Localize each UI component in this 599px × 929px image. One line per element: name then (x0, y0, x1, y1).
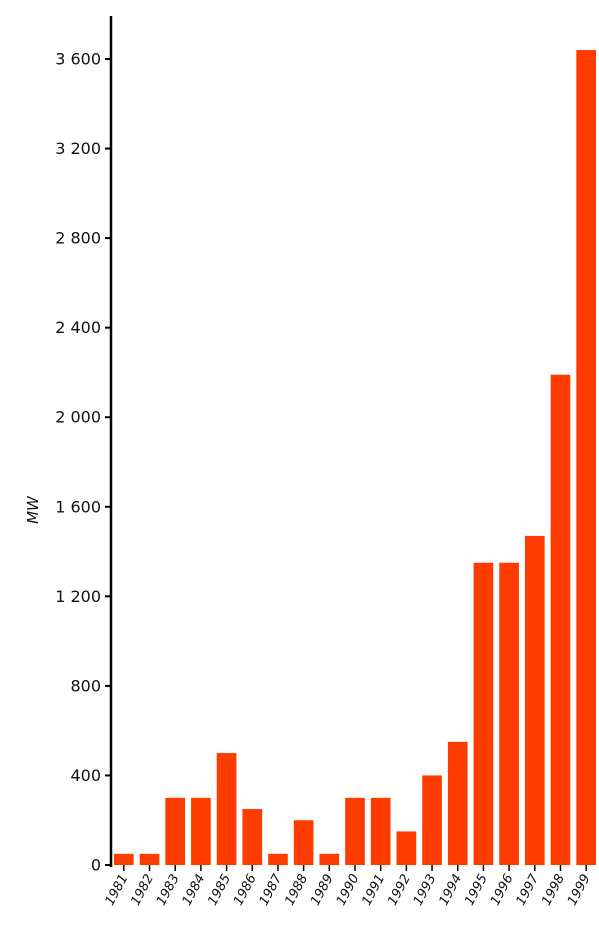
bar-1981 (114, 853, 134, 865)
bar-1998 (550, 374, 571, 865)
x-tick-label: 1985 (205, 872, 234, 908)
y-tick-label: 1 200 (55, 587, 101, 606)
bar-1996 (499, 562, 519, 865)
y-axis: 0 400 800 1 200 1 600 2 000 2 400 2 800 3 200 3 6… (55, 16, 113, 875)
x-tick-label: 1994 (436, 872, 465, 908)
x-tick-label: 1981 (103, 872, 132, 908)
bar-1989 (319, 853, 340, 865)
y-tick-label: 3 600 (55, 50, 101, 69)
bar-1995 (473, 562, 494, 865)
x-tick-label: 1997 (514, 871, 543, 908)
bar-1986 (242, 809, 263, 865)
y-tick-label: 1 600 (55, 497, 101, 516)
x-tick-label: 1988 (282, 872, 311, 908)
bar-1994 (447, 741, 468, 865)
x-tick-label: 1984 (180, 872, 209, 908)
y-tick-label: 800 (70, 676, 101, 695)
y-tick-label: 2 400 (55, 318, 101, 337)
y-tick-label: 0 (91, 856, 101, 875)
bar-1988 (293, 820, 314, 865)
bar-1999 (576, 50, 596, 866)
y-axis-title: MW (24, 495, 42, 524)
x-tick-label: 1992 (385, 872, 414, 908)
y-tick-label: 2 000 (55, 408, 101, 427)
bars-layer (114, 50, 596, 866)
bar-1983 (165, 797, 186, 865)
y-tick-label: 3 200 (55, 139, 101, 158)
y-tick-label: 2 800 (55, 229, 101, 248)
y-tick-label: 400 (70, 766, 101, 785)
x-tick-label: 1995 (462, 872, 491, 908)
bar-1991 (370, 797, 391, 865)
x-tick-label: 1987 (257, 871, 286, 908)
x-tick-label: 1999 (565, 872, 594, 908)
x-tick-label: 1989 (308, 872, 337, 908)
x-tick-label: 1991 (359, 872, 388, 908)
x-tick-label: 1983 (154, 872, 183, 908)
x-tick-label: 1996 (488, 872, 517, 908)
x-tick-label: 1993 (411, 872, 440, 908)
bar-1990 (345, 797, 365, 865)
bar-1993 (422, 775, 442, 865)
bar-1987 (268, 853, 288, 865)
x-axis: 1981198219831984198519861987198819891990… (103, 865, 594, 908)
x-tick-label: 1982 (128, 872, 157, 908)
bar-1992 (396, 831, 417, 865)
x-tick-label: 1990 (334, 872, 363, 908)
bar-1982 (139, 853, 160, 865)
x-tick-label: 1986 (231, 872, 260, 908)
bar-1984 (191, 797, 211, 865)
x-tick-label: 1998 (539, 872, 568, 908)
bar-1985 (216, 753, 237, 865)
bar-1997 (524, 535, 545, 865)
